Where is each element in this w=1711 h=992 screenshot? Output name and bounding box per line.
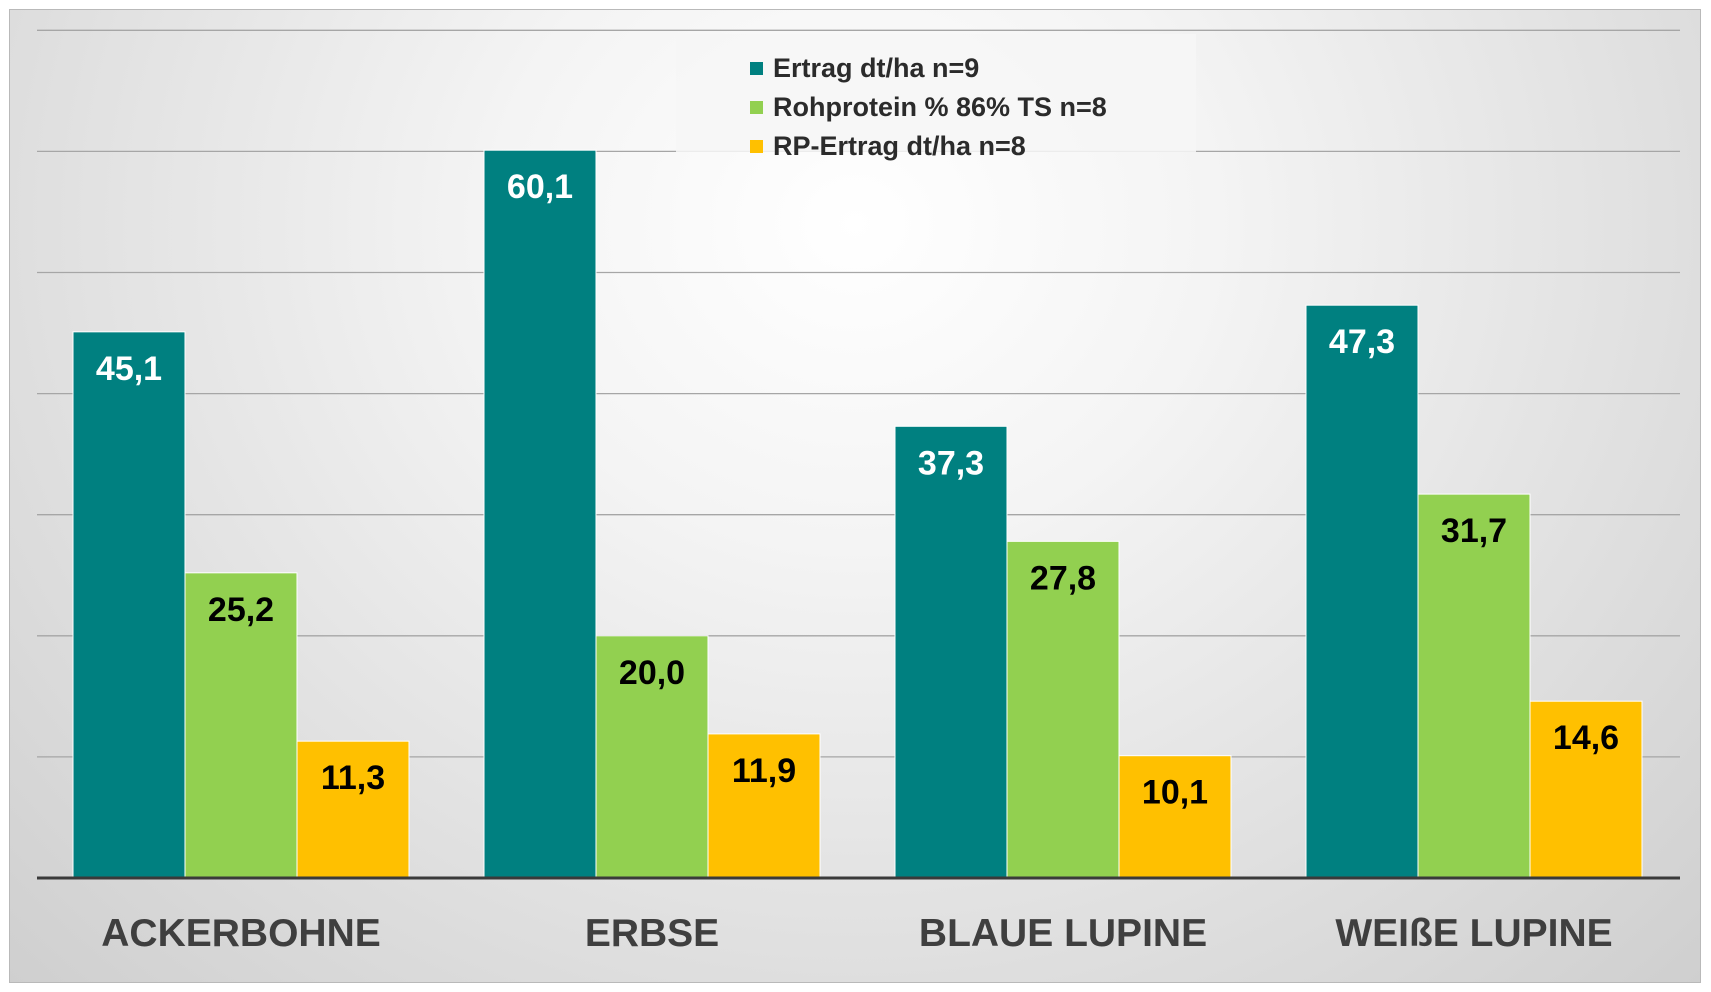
data-labels: 45,1 60,1 37,3 47,3 25,2 20,0 27,8 31,7 11,3 11,9… [96, 168, 1619, 812]
data-label: 60,1 [507, 168, 573, 206]
data-label: 37,3 [918, 444, 984, 482]
category-labels: ACKERBOHNE ERBSE BLAUE LUPINE WEIßE LUPINE [101, 912, 1612, 955]
data-label: 14,6 [1553, 719, 1619, 757]
data-label: 47,3 [1329, 323, 1395, 361]
legend-swatch-rohprotein [750, 100, 763, 114]
category-label: WEIßE LUPINE [1335, 912, 1612, 955]
data-label: 11,9 [732, 752, 796, 790]
data-label: 20,0 [619, 654, 685, 692]
bar-rohprotein [1417, 493, 1531, 879]
legend-label-rp-ertrag: RP-Ertrag dt/ha n=8 [773, 130, 1026, 161]
data-label: 27,8 [1030, 559, 1096, 597]
legend-item-rohprotein: Rohprotein % 86% TS n=8 [750, 89, 1107, 125]
category-label: ERBSE [585, 912, 719, 955]
legend-label-ertrag: Ertrag dt/ha n=9 [773, 52, 980, 83]
bar-ertrag [894, 425, 1008, 879]
category-label: ACKERBOHNE [101, 912, 381, 955]
bar-rp-ertrag [1529, 700, 1643, 879]
bar-rp-ertrag [296, 740, 410, 879]
legend-item-ertrag: Ertrag dt/ha n=9 [750, 50, 979, 86]
data-label: 11,3 [321, 759, 385, 797]
bar-ertrag [72, 331, 186, 879]
bars [72, 149, 1643, 879]
bar-rohprotein [1006, 540, 1120, 879]
data-label: 10,1 [1142, 774, 1208, 812]
data-label: 25,2 [208, 591, 274, 629]
legend: Ertrag dt/ha n=9 Rohprotein % 86% TS n=8… [676, 34, 1196, 161]
data-label: 45,1 [96, 350, 162, 388]
bar-ertrag [1305, 304, 1419, 879]
bar-rp-ertrag [707, 733, 821, 879]
category-label: BLAUE LUPINE [919, 912, 1207, 955]
data-label: 31,7 [1441, 512, 1507, 550]
legend-swatch-ertrag [750, 61, 763, 75]
legend-swatch-rp-ertrag [750, 139, 763, 153]
bar-rp-ertrag [1118, 755, 1232, 879]
legend-label-rohprotein: Rohprotein % 86% TS n=8 [773, 91, 1107, 122]
legend-item-rp-ertrag: RP-Ertrag dt/ha n=8 [750, 128, 1026, 164]
bar-ertrag [483, 149, 597, 879]
bar-rohprotein [595, 635, 709, 879]
bar-rohprotein [184, 572, 298, 879]
